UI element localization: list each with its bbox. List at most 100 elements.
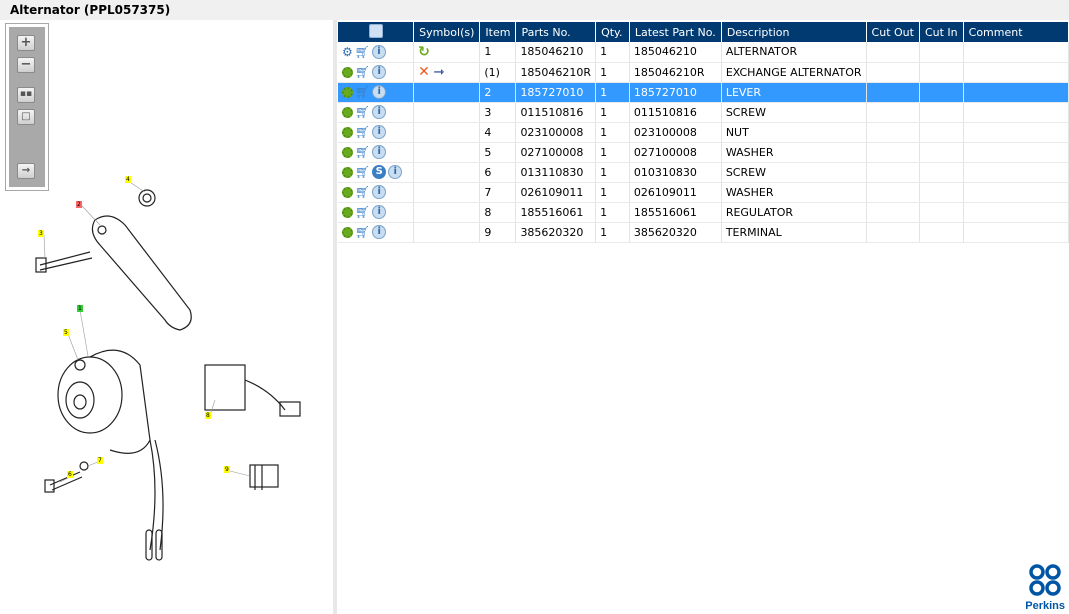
- cell-cut-in: [919, 62, 964, 83]
- column-header[interactable]: Cut In: [919, 22, 964, 42]
- gear-icon[interactable]: [342, 106, 353, 118]
- cell-part: 023100008: [515, 122, 597, 143]
- cell-item: 3: [479, 102, 517, 123]
- callout[interactable]: 2: [76, 201, 82, 208]
- cell-item: 5: [479, 142, 517, 163]
- cell-qty: 1: [595, 42, 630, 63]
- cell-latest: 185516061: [629, 202, 722, 223]
- cell-qty: 1: [595, 202, 630, 223]
- cart-icon[interactable]: 🛒︎: [355, 85, 371, 99]
- table-row[interactable]: 🛒︎ i 5 027100008 1 027100008 WASHER: [338, 142, 1069, 163]
- row-actions: 🛒︎ i: [338, 182, 415, 203]
- info-icon[interactable]: i: [388, 165, 403, 179]
- actual-size-button[interactable]: □: [17, 109, 35, 125]
- gear-icon[interactable]: [342, 86, 353, 98]
- cell-comment: [963, 182, 1069, 203]
- toggle-list-button[interactable]: →: [17, 163, 35, 179]
- symbols-cell: [413, 162, 481, 183]
- cell-latest: 026109011: [629, 182, 722, 203]
- splitter[interactable]: [333, 20, 337, 614]
- parts-table: Symbol(s) Item Parts No. Qty. Latest Part No…: [338, 22, 1069, 243]
- callout[interactable]: 7: [97, 457, 103, 464]
- table-row[interactable]: 🛒︎ i 7 026109011 1 026109011 WASHER: [338, 182, 1069, 203]
- cell-qty: 1: [595, 102, 630, 123]
- zoom-out-button[interactable]: −: [17, 57, 35, 73]
- fit-all-button[interactable]: ▪▪: [17, 87, 35, 103]
- table-row[interactable]: 🛒︎ i 4 023100008 1 023100008 NUT: [338, 122, 1069, 143]
- cell-desc: ALTERNATOR: [721, 42, 867, 63]
- info-icon[interactable]: i: [372, 105, 387, 119]
- cell-comment: [963, 122, 1069, 143]
- cart-icon[interactable]: 🛒︎: [355, 145, 371, 159]
- info-icon[interactable]: i: [372, 205, 387, 219]
- zoom-in-button[interactable]: +: [17, 35, 35, 51]
- assembly-gears-icon[interactable]: ⚙: [342, 44, 353, 59]
- table-row[interactable]: 🛒︎ i ✕ ⇾ (1) 185046210R 1 185046210R EXCHANGE A…: [338, 62, 1069, 83]
- cell-part: 185046210: [515, 42, 597, 63]
- column-header[interactable]: Description: [721, 22, 867, 42]
- symbols-cell: [413, 82, 481, 103]
- cell-latest: 185046210: [629, 42, 722, 63]
- info-icon[interactable]: i: [372, 125, 387, 139]
- callout[interactable]: 6: [67, 471, 73, 478]
- callout[interactable]: 8: [205, 412, 211, 419]
- diagram-panel[interactable]: + − ▪▪ □ → 4 2 3 1 5 8 7 6 9: [0, 20, 333, 614]
- gear-icon[interactable]: [342, 206, 353, 218]
- column-header[interactable]: Parts No.: [515, 22, 597, 42]
- column-header[interactable]: Qty.: [595, 22, 630, 42]
- table-row[interactable]: 🛒︎ i 2 185727010 1 185727010 LEVER: [338, 82, 1069, 103]
- cell-cut-in: [919, 162, 964, 183]
- info-icon[interactable]: i: [372, 44, 386, 59]
- gear-icon[interactable]: [342, 186, 353, 198]
- s-badge-icon[interactable]: S: [372, 165, 387, 179]
- column-header[interactable]: Item: [479, 22, 517, 42]
- cell-latest: 023100008: [629, 122, 722, 143]
- callout[interactable]: 1: [77, 305, 83, 312]
- table-row[interactable]: 🛒︎ i 3 011510816 1 011510816 SCREW: [338, 102, 1069, 123]
- table-row[interactable]: 🛒︎ i 8 185516061 1 185516061 REGULATOR: [338, 202, 1069, 223]
- gear-icon[interactable]: [342, 166, 353, 178]
- cell-comment: [963, 142, 1069, 163]
- cell-cut-out: [866, 142, 920, 163]
- cell-desc: SCREW: [721, 102, 867, 123]
- gear-icon[interactable]: [342, 146, 353, 158]
- cell-cut-out: [866, 102, 920, 123]
- cell-qty: 1: [595, 82, 630, 103]
- cart-icon[interactable]: 🛒︎: [355, 205, 371, 219]
- cell-latest: 010310830: [629, 162, 722, 183]
- symbols-cell: [413, 182, 481, 203]
- callout[interactable]: 3: [38, 230, 44, 237]
- cell-item: 6: [479, 162, 517, 183]
- column-header-actions[interactable]: [338, 22, 415, 42]
- cart-icon[interactable]: 🛒︎: [355, 225, 371, 239]
- gear-icon[interactable]: [342, 126, 353, 138]
- column-header[interactable]: Latest Part No.: [629, 22, 722, 42]
- callout[interactable]: 9: [224, 466, 230, 473]
- cart-icon[interactable]: 🛒︎: [355, 105, 371, 119]
- info-icon[interactable]: i: [372, 145, 387, 159]
- table-row[interactable]: 🛒︎ i 9 385620320 1 385620320 TERMINAL: [338, 222, 1069, 243]
- column-header[interactable]: Cut Out: [866, 22, 920, 42]
- cart-icon[interactable]: 🛒︎: [355, 125, 371, 139]
- cart-icon[interactable]: 🛒︎: [355, 165, 371, 179]
- info-icon[interactable]: i: [372, 85, 387, 99]
- callout[interactable]: 4: [125, 176, 131, 183]
- info-icon[interactable]: i: [372, 65, 387, 79]
- gear-icon[interactable]: [342, 226, 353, 238]
- cell-item: 4: [479, 122, 517, 143]
- cell-item: 1: [479, 42, 517, 63]
- column-header[interactable]: Symbol(s): [413, 22, 481, 42]
- info-icon[interactable]: i: [372, 225, 387, 239]
- table-row[interactable]: ⚙ 🛒︎ i ↻ 1 185046210 1 185046210 ALTERNATOR: [338, 42, 1069, 63]
- cart-icon[interactable]: 🛒︎: [355, 185, 371, 199]
- cart-icon[interactable]: 🛒︎: [354, 44, 370, 59]
- gear-icon[interactable]: [342, 66, 353, 78]
- callout[interactable]: 5: [63, 329, 69, 336]
- search-list-icon[interactable]: [368, 23, 383, 38]
- column-header[interactable]: Comment: [963, 22, 1069, 42]
- cell-desc: REGULATOR: [721, 202, 867, 223]
- cart-icon[interactable]: 🛒︎: [355, 65, 371, 79]
- cell-cut-out: [866, 202, 920, 223]
- info-icon[interactable]: i: [372, 185, 387, 199]
